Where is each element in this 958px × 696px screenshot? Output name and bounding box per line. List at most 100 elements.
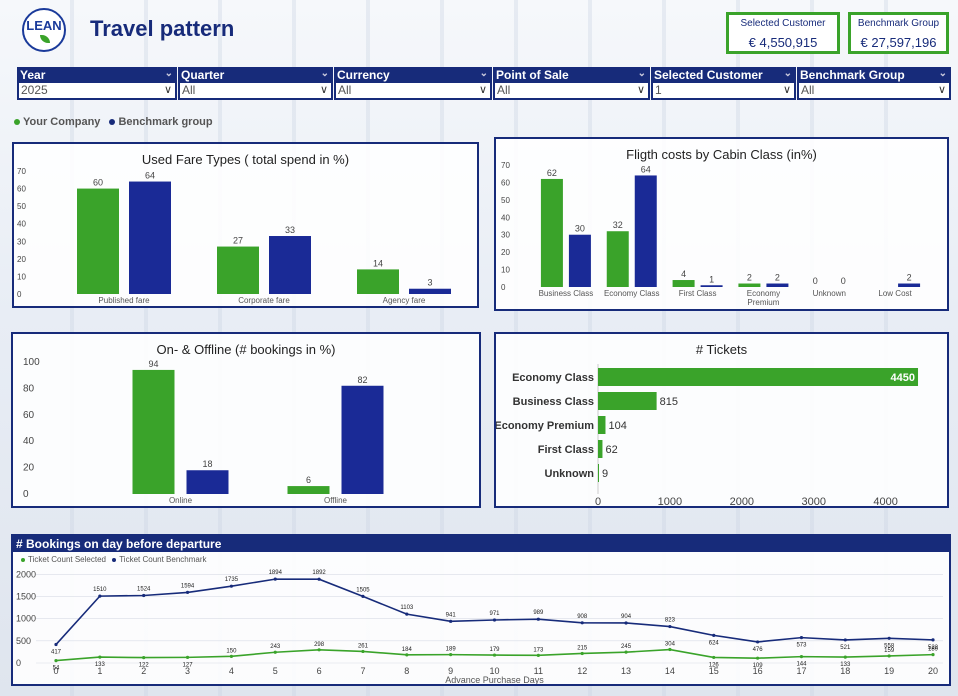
filter-point-of-sale-select[interactable]: All ∨ (495, 83, 648, 98)
bar-value-label: 1 (709, 274, 714, 284)
bar-value-label: 104 (608, 420, 626, 432)
filter-currency[interactable]: Currency ⌄ All ∨ (334, 67, 492, 100)
kpi-selected-customer: Selected Customer € 4,550,915 (726, 12, 840, 54)
x-tick-label: 12 (577, 666, 587, 676)
legend-dot-green (21, 557, 25, 562)
bar-your-company (357, 269, 399, 294)
bar-benchmark (898, 283, 921, 287)
filter-value: 1 (655, 83, 662, 97)
data-label: 245 (621, 644, 632, 650)
filter-benchmark-group[interactable]: Benchmark Group ⌄ All ∨ (797, 67, 951, 100)
bar-value-label: 0 (841, 276, 846, 286)
kpi-value: € 4,550,915 (748, 35, 818, 50)
data-label: 573 (796, 643, 807, 649)
filter-point-of-sale[interactable]: Point of Sale ⌄ All ∨ (493, 67, 650, 100)
line-point (185, 655, 190, 659)
filter-quarter[interactable]: Quarter ⌄ All ∨ (178, 67, 333, 100)
line-point (580, 651, 584, 656)
x-tick-label: 14 (665, 666, 675, 676)
x-tick-label: 10 (489, 666, 499, 676)
data-label: 1735 (225, 577, 239, 583)
y-tick-label: 0 (16, 658, 21, 668)
filter-currency-select[interactable]: All ∨ (336, 83, 490, 98)
filter-year[interactable]: Year ⌄ 2025 ∨ (17, 67, 177, 100)
bar-value-label: 0 (813, 276, 818, 286)
x-tick-label: 3 (185, 666, 190, 676)
category-label: Premium (747, 298, 779, 307)
line-point (492, 618, 497, 622)
y-tick-label: 20 (501, 248, 510, 257)
y-tick-label: 50 (501, 196, 510, 205)
panel-fare-types: Used Fare Types ( total spend in %) 0 10 2… (12, 142, 479, 308)
data-label: 133 (840, 662, 851, 668)
page-title: Travel pattern (90, 16, 235, 41)
data-label: 1594 (181, 583, 195, 589)
data-label: 1894 (269, 570, 283, 576)
y-tick-label: 60 (501, 178, 510, 187)
category-label: Low Cost (878, 289, 912, 298)
filter-value: All (182, 83, 196, 97)
y-tick-label: 60 (23, 410, 35, 421)
bar-your-company (217, 246, 259, 294)
bar-value-label: 815 (660, 396, 678, 408)
line-point (361, 649, 365, 654)
line-point (273, 650, 277, 654)
data-label: 189 (446, 647, 457, 653)
filter-value: 2025 (21, 83, 48, 97)
y-tick-label: 100 (23, 357, 40, 368)
data-label: 1505 (356, 587, 370, 593)
legend-selected[interactable]: Ticket Count Selected (28, 555, 106, 564)
chart-fare-types: 0 10 20 30 40 50 60 70 60 64 Published fare 27 33 Cor… (17, 167, 451, 305)
y-tick-label: 50 (17, 202, 26, 211)
filter-label: Currency (337, 68, 390, 82)
data-label: 989 (533, 610, 544, 616)
y-tick-label: 1000 (16, 614, 36, 624)
x-tick-label: 9 (448, 666, 453, 676)
line-point (712, 633, 716, 637)
legend-your-company[interactable]: Your Company (23, 116, 101, 128)
filter-quarter-select[interactable]: All ∨ (180, 83, 331, 98)
line-point (799, 636, 804, 640)
line-point (887, 636, 891, 640)
legend-benchmark-line[interactable]: Ticket Count Benchmark (119, 555, 207, 564)
bar-value-label: 60 (93, 178, 103, 188)
bar-your-company (738, 283, 761, 287)
line-point (712, 655, 716, 660)
x-tick-label: 4 (229, 666, 234, 676)
filter-benchmark-group-select[interactable]: All ∨ (799, 83, 949, 98)
data-label: 941 (446, 612, 457, 618)
legend-benchmark[interactable]: Benchmark group (118, 116, 213, 128)
y-tick-label: 20 (23, 463, 35, 474)
bar-value-label: 27 (233, 236, 243, 246)
bar-benchmark (700, 285, 723, 287)
bar-value-label: 62 (605, 444, 617, 456)
chevron-down-icon: ∨ (163, 84, 172, 96)
y-tick-label: 60 (17, 185, 26, 194)
category-label: Online (169, 496, 193, 505)
data-label: 144 (796, 662, 807, 668)
bar-value-label: 62 (547, 168, 557, 178)
kpi-value: € 27,597,196 (860, 35, 937, 50)
category-label: Economy Class (512, 372, 594, 384)
line-point (185, 590, 190, 595)
logo-leaf-icon (40, 35, 50, 43)
filter-selected-customer[interactable]: Selected Customer ⌄ 1 ∨ (651, 67, 796, 100)
line-point (98, 594, 102, 598)
filter-selected-customer-select[interactable]: 1 ∨ (653, 83, 794, 98)
data-label: 126 (709, 662, 720, 668)
line-point (142, 655, 146, 660)
x-tick-label: 15 (709, 666, 719, 676)
x-tick-label: 3000 (802, 496, 826, 506)
bar-benchmark (269, 236, 311, 294)
data-label: 189 (928, 647, 939, 653)
data-label: 150 (226, 648, 237, 654)
filter-year-select[interactable]: 2025 ∨ (19, 83, 175, 98)
line-point (229, 584, 233, 588)
x-tick-label: 6 (317, 666, 322, 676)
chart-title: Fligth costs by Cabin Class (in%) (626, 147, 817, 162)
line-point (449, 653, 453, 657)
data-label: 476 (753, 647, 764, 653)
data-label: 1892 (312, 570, 326, 576)
bar-your-company (540, 178, 563, 287)
